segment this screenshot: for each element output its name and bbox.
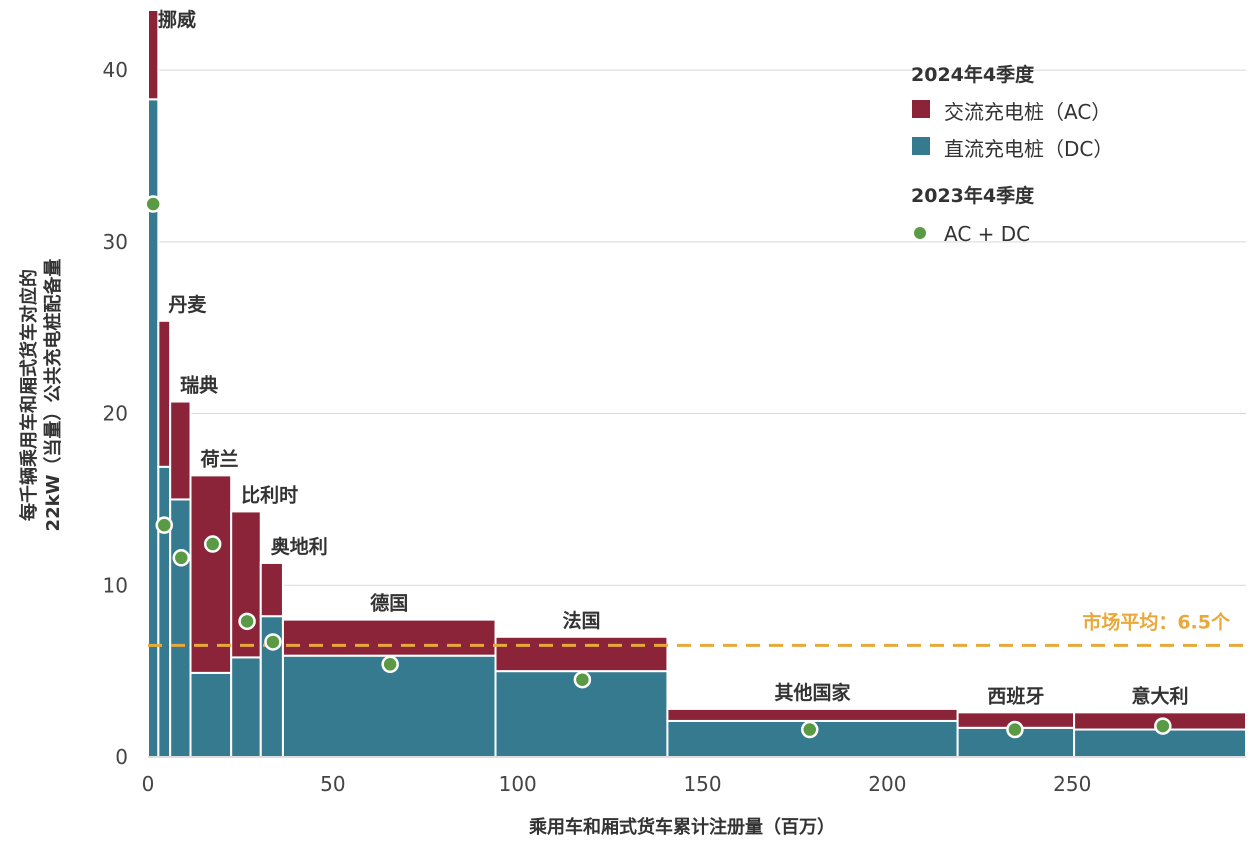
bar-ac-3 bbox=[189, 474, 233, 674]
bar-ac-6 bbox=[281, 618, 497, 657]
x-tick-label-50: 50 bbox=[320, 772, 345, 796]
bar-dc-1 bbox=[157, 465, 172, 758]
category-label-10: 意大利 bbox=[1132, 684, 1189, 707]
y-tick-label-40: 40 bbox=[103, 58, 128, 82]
y-axis-title-line2: 22kW（当量）公共充电桩配备量 bbox=[42, 259, 64, 532]
bar-ac-0 bbox=[147, 9, 160, 101]
bar-ac-4 bbox=[230, 510, 262, 659]
category-label-0: 挪威 bbox=[158, 8, 196, 31]
y-axis-title-line1: 每千辆乘用车和厢式货车对应的 bbox=[18, 269, 40, 521]
dot-2023-2 bbox=[172, 549, 191, 567]
y-axis-title: 每千辆乘用车和厢式货车对应的 22kW（当量）公共充电桩配备量 bbox=[18, 259, 64, 532]
category-label-9: 西班牙 bbox=[987, 684, 1044, 707]
legend-title-2024: 2024年4季度 bbox=[911, 63, 1035, 86]
dot-2023-3 bbox=[203, 535, 222, 553]
axis-ticks: 0 10 20 30 40 0 50 100 150 200 250 bbox=[103, 58, 1092, 796]
bar-ac-5 bbox=[259, 561, 284, 618]
category-label-5: 奥地利 bbox=[271, 535, 328, 558]
category-label-8: 其他国家 bbox=[775, 681, 852, 704]
x-axis-title: 乘用车和厢式货车累计注册量（百万） bbox=[528, 816, 835, 838]
bar-ac-1 bbox=[157, 319, 172, 468]
dot-2023-10 bbox=[1154, 717, 1172, 735]
legend-dot-marker bbox=[914, 227, 926, 239]
category-label-3: 荷兰 bbox=[201, 447, 239, 470]
legend-ac-label: 交流充电桩（AC） bbox=[944, 100, 1111, 124]
x-tick-label-200: 200 bbox=[868, 772, 906, 796]
dots-2023 bbox=[144, 195, 1172, 739]
bar-dc-4 bbox=[230, 656, 262, 759]
grid-lines bbox=[148, 69, 1246, 586]
bar-dc-3 bbox=[189, 671, 233, 758]
dot-2023-0 bbox=[144, 195, 162, 213]
legend-ac-swatch bbox=[912, 100, 930, 118]
legend: 2024年4季度 交流充电桩（AC） 直流充电桩（DC） 2023年4季度 AC… bbox=[911, 63, 1113, 246]
bar-ac-2 bbox=[169, 400, 192, 501]
dot-2023-1 bbox=[155, 516, 174, 534]
dot-2023-7 bbox=[573, 670, 592, 689]
legend-dc-swatch bbox=[912, 137, 930, 155]
category-label-7: 法国 bbox=[562, 609, 600, 632]
category-label-2: 瑞典 bbox=[180, 374, 218, 397]
x-tick-label-100: 100 bbox=[499, 772, 537, 796]
x-tick-label-150: 150 bbox=[683, 772, 721, 796]
bar-ac-8 bbox=[666, 707, 959, 722]
dot-2023-5 bbox=[264, 633, 282, 651]
dot-2023-9 bbox=[1006, 720, 1024, 739]
y-tick-label-10: 10 bbox=[103, 573, 128, 597]
bar-dc-2 bbox=[169, 498, 192, 758]
dot-2023-6 bbox=[381, 655, 399, 674]
category-label-6: 德国 bbox=[370, 592, 408, 615]
legend-dc-label: 直流充电桩（DC） bbox=[944, 137, 1113, 161]
x-tick-label-250: 250 bbox=[1053, 772, 1091, 796]
legend-dot-label: AC + DC bbox=[944, 222, 1030, 246]
market-average-label: 市场平均：6.5个 bbox=[1082, 610, 1231, 633]
y-tick-label-20: 20 bbox=[103, 402, 128, 426]
dot-2023-4 bbox=[238, 612, 256, 631]
dot-2023-8 bbox=[801, 720, 819, 739]
y-tick-label-0: 0 bbox=[115, 745, 128, 769]
x-tick-label-0: 0 bbox=[142, 772, 155, 796]
category-label-4: 比利时 bbox=[241, 484, 298, 506]
category-label-1: 丹麦 bbox=[168, 293, 207, 316]
legend-title-2023: 2023年4季度 bbox=[911, 184, 1035, 207]
bar-ac-7 bbox=[494, 635, 669, 673]
y-tick-label-30: 30 bbox=[103, 230, 128, 254]
